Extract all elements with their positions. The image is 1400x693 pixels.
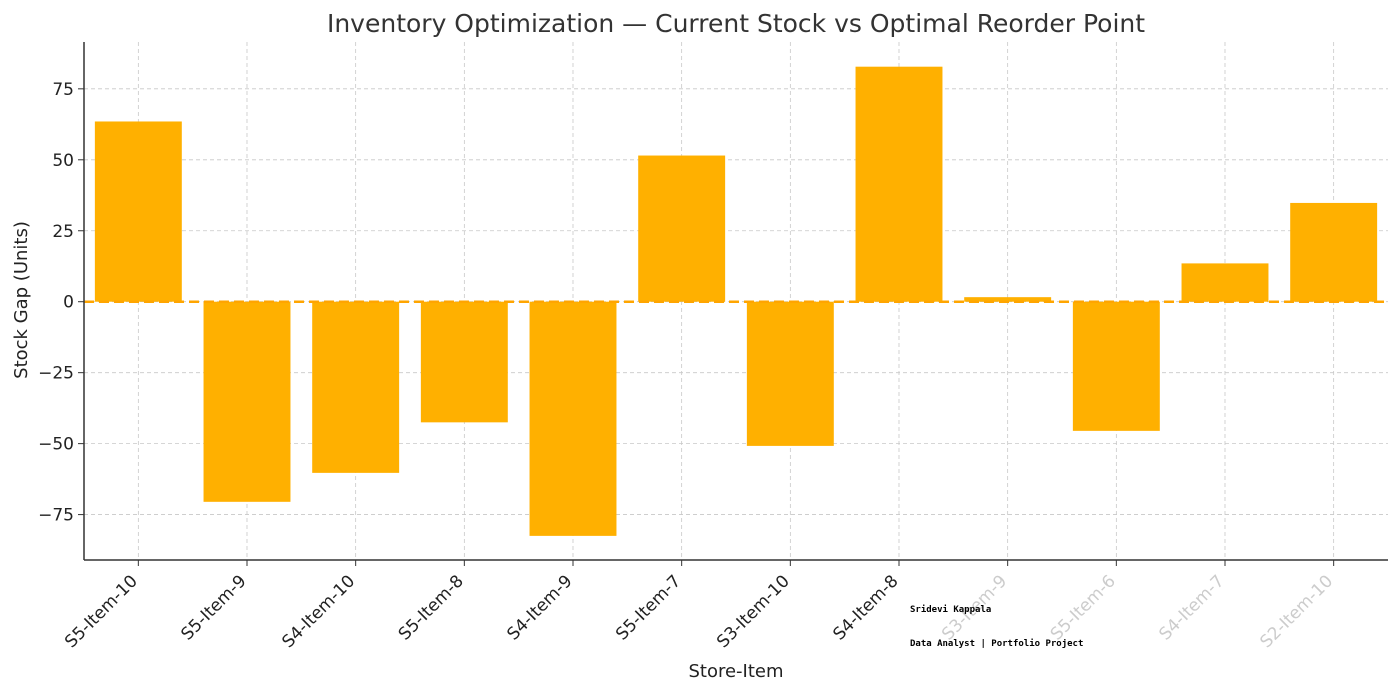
bars (84, 66, 1388, 536)
x-tick-label: S4-Item-10 (278, 571, 359, 652)
bar-s2-item-10 (1290, 202, 1378, 302)
bar-s5-item-10 (94, 121, 182, 302)
y-tick-label: −50 (38, 435, 74, 455)
x-tick-label: S4-Item-7 (1155, 571, 1228, 644)
x-tick-label: S5-Item-10 (61, 571, 142, 652)
bar-s4-item-8 (855, 66, 943, 302)
y-tick-label: 50 (52, 151, 74, 171)
bar-s3-item-10 (746, 301, 834, 446)
bar-s5-item-9 (203, 301, 291, 502)
bar-s4-item-10 (312, 301, 400, 473)
bar-s5-item-6 (1072, 301, 1160, 431)
y-tick-label: 25 (52, 222, 74, 242)
y-tick-label: 75 (52, 80, 74, 100)
bar-s4-item-9 (529, 301, 617, 536)
y-axis-label: Stock Gap (Units) (11, 221, 32, 379)
signature-name: Sridevi Kappala (910, 604, 991, 615)
chart-title: Inventory Optimization — Current Stock v… (327, 9, 1145, 38)
bar-s3-item-9 (964, 297, 1052, 302)
x-tick-label: S5-Item-8 (395, 571, 468, 644)
x-axis-label: Store-Item (688, 661, 783, 682)
y-tick-label: 0 (63, 293, 74, 313)
y-tick-label: −75 (38, 506, 74, 526)
x-tick-label: S5-Item-7 (612, 571, 685, 644)
bar-s5-item-7 (638, 155, 726, 302)
x-tick-label: S5-Item-6 (1047, 571, 1120, 644)
bar-s5-item-8 (420, 301, 508, 423)
signature-role: Data Analyst | Portfolio Project (910, 638, 1083, 649)
x-tick-label: S4-Item-8 (829, 571, 902, 644)
x-tick-label: S3-Item-10 (713, 571, 794, 652)
x-tick-label: S5-Item-9 (177, 571, 250, 644)
y-tick-label: −25 (38, 364, 74, 384)
bar-s4-item-7 (1181, 263, 1269, 302)
x-tick-label: S4-Item-9 (503, 571, 576, 644)
x-tick-label: S2-Item-10 (1256, 571, 1337, 652)
